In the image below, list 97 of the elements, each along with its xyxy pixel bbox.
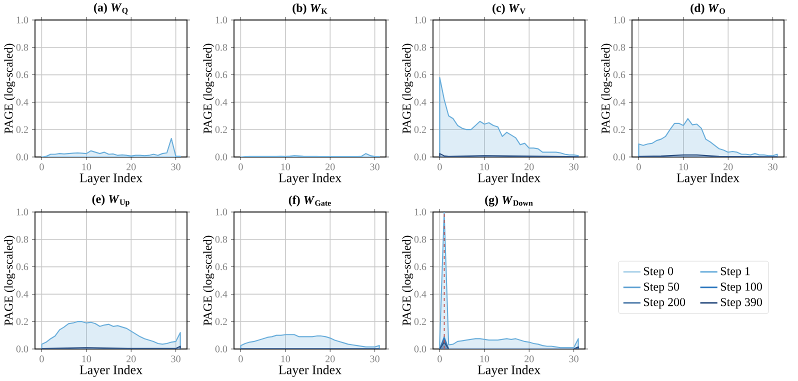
y-tick-label: 0.8	[414, 44, 426, 51]
y-tick-label: 0.4	[414, 290, 426, 298]
y-axis-title: PAGE (log-scaled)	[203, 236, 214, 326]
x-tick-label: 0	[438, 164, 442, 170]
y-tick-label: 0.4	[215, 98, 228, 106]
x-tick-label: 30	[171, 164, 180, 170]
y-axis-title: PAGE (log-scaled)	[203, 44, 214, 134]
y-tick-label: 0.4	[414, 98, 426, 106]
y-tick-label: 1.0	[216, 208, 228, 216]
x-tick-label: 30	[569, 356, 578, 362]
x-tick-label: 20	[524, 356, 534, 362]
x-axis-title: Layer Index	[80, 365, 142, 377]
y-tick-label: 0.6	[16, 263, 28, 270]
y-tick-label: 0.0	[215, 154, 228, 160]
y-tick-label: 1.0	[16, 16, 28, 24]
y-tick-label: 0.8	[215, 44, 228, 51]
y-tick-label: 0.6	[613, 71, 626, 78]
y-tick-label: 0.0	[414, 154, 426, 160]
x-tick-label: 10	[679, 164, 688, 170]
y-tick-label: 0.2	[16, 126, 28, 133]
x-tick-label: 30	[569, 164, 578, 170]
x-tick-label: 20	[126, 164, 136, 170]
y-tick-label: 1.0	[414, 16, 426, 24]
y-tick-label: 1.0	[216, 16, 228, 24]
x-tick-label: 0	[40, 356, 44, 362]
y-axis-title: PAGE (log-scaled)	[4, 44, 16, 134]
y-axis-title: PAGE (log-scaled)	[402, 236, 414, 326]
legend-label: Step 50	[644, 282, 680, 294]
x-tick-label: 10	[82, 164, 92, 170]
y-tick-label: 0.4	[16, 98, 28, 106]
y-tick-label: 0.2	[215, 318, 227, 325]
x-tick-label: 20	[326, 164, 335, 170]
y-tick-label: 0.0	[215, 346, 228, 352]
y-tick-label: 0.8	[16, 236, 28, 243]
x-tick-label: 30	[370, 164, 380, 170]
x-axis-title: Layer Index	[278, 365, 342, 377]
y-tick-label: 0.8	[215, 236, 228, 243]
y-axis-title: PAGE (log-scaled)	[4, 236, 16, 326]
y-tick-label: 0.0	[414, 346, 426, 352]
x-tick-label: 30	[171, 356, 180, 362]
y-axis-title: PAGE (log-scaled)	[601, 44, 612, 134]
y-tick-label: 0.0	[16, 154, 28, 160]
y-tick-label: 0.0	[16, 346, 28, 352]
y-tick-label: 0.4	[613, 98, 626, 106]
legend-label: Step 390	[720, 298, 762, 309]
y-tick-label: 0.2	[215, 126, 227, 133]
legend-label: Step 100	[720, 282, 762, 294]
x-axis-title: Layer Index	[278, 173, 342, 185]
x-tick-label: 0	[238, 356, 243, 362]
x-tick-label: 30	[370, 356, 380, 362]
x-tick-label: 20	[326, 356, 335, 362]
y-tick-label: 0.8	[16, 44, 28, 51]
x-tick-label: 10	[281, 356, 290, 362]
x-tick-label: 30	[768, 164, 778, 170]
y-tick-label: 0.6	[215, 263, 228, 270]
y-tick-label: 0.2	[16, 318, 28, 325]
x-tick-label: 20	[126, 356, 136, 362]
y-tick-label: 0.6	[16, 71, 28, 78]
chart-title: (f) W$_{Gate}$	[288, 195, 331, 206]
x-tick-label: 0	[238, 164, 243, 170]
y-tick-label: 0.4	[215, 290, 228, 298]
x-tick-label: 20	[724, 164, 733, 170]
y-tick-label: 1.0	[16, 208, 28, 216]
x-tick-label: 0	[40, 164, 44, 170]
y-tick-label: 0.0	[613, 154, 626, 160]
y-tick-label: 0.6	[414, 71, 426, 78]
legend-label: Step 1	[720, 267, 750, 278]
y-tick-label: 0.2	[613, 126, 625, 133]
x-tick-label: 10	[281, 164, 290, 170]
x-axis-title: Layer Index	[478, 173, 540, 185]
chart-title: (g) W$_{Down}$	[485, 195, 533, 206]
chart-title: (b) W$_{K}$	[292, 4, 328, 14]
x-axis-title: Layer Index	[676, 173, 740, 185]
x-tick-label: 10	[82, 356, 92, 362]
y-tick-label: 1.0	[614, 16, 626, 24]
x-axis-title: Layer Index	[80, 173, 142, 185]
y-tick-label: 1.0	[414, 208, 426, 216]
x-tick-label: 10	[480, 356, 490, 362]
y-tick-label: 0.4	[16, 290, 28, 298]
legend-label: Step 200	[644, 298, 686, 309]
chart-title: (a) W$_{Q}$	[94, 3, 128, 14]
legend-label: Step 0	[644, 267, 674, 278]
x-tick-label: 10	[480, 164, 490, 170]
chart-title: (d) W$_{O}$	[690, 4, 725, 14]
chart-title: (c) W$_{V}$	[492, 4, 526, 14]
x-tick-label: 20	[524, 164, 534, 170]
y-axis-title: PAGE (log-scaled)	[402, 44, 414, 134]
y-tick-label: 0.6	[414, 263, 426, 270]
y-tick-label: 0.8	[613, 44, 626, 51]
y-tick-label: 0.8	[414, 236, 426, 243]
x-tick-label: 0	[636, 164, 641, 170]
y-tick-label: 0.6	[215, 71, 228, 78]
y-tick-label: 0.2	[414, 318, 426, 325]
y-tick-label: 0.2	[414, 126, 426, 133]
x-axis-title: Layer Index	[478, 365, 540, 377]
x-tick-label: 0	[438, 356, 442, 362]
chart-title: (e) W$_{Up}$	[92, 194, 130, 206]
